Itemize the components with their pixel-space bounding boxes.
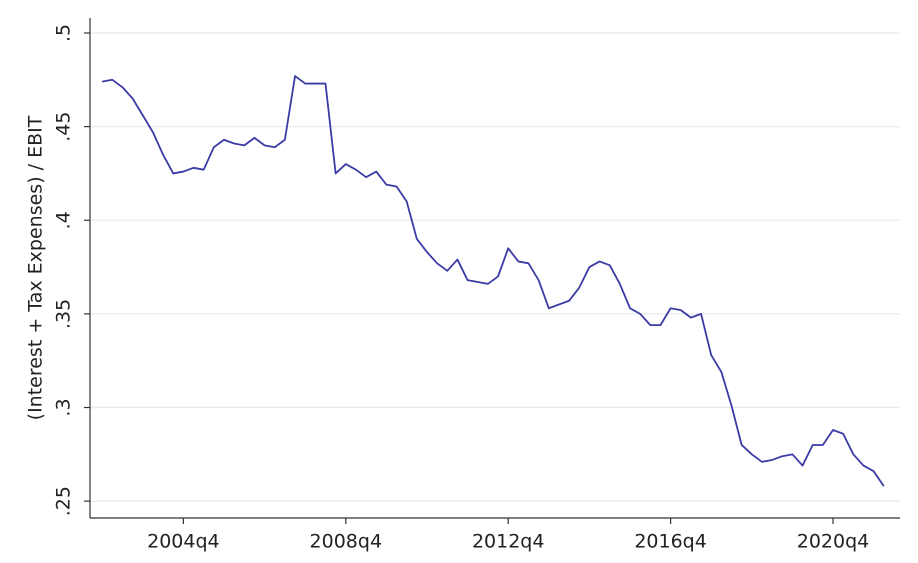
y-tick-label: .4 [53, 211, 75, 229]
line [102, 75, 885, 487]
y-tick-label: .35 [53, 299, 75, 329]
y-tick-label: .45 [53, 112, 75, 142]
x-tick-label: 2004q4 [147, 531, 220, 553]
y-tick-label: .3 [53, 398, 75, 416]
x-tick-label: 2012q4 [472, 531, 545, 553]
x-tick-label: 2008q4 [310, 531, 383, 553]
x-tick-label: 2020q4 [797, 531, 870, 553]
y-tick-label: .5 [53, 24, 75, 42]
y-axis-label: (Interest + Tax Expenses) / EBIT [25, 115, 47, 420]
y-tick-label: .25 [53, 486, 75, 516]
x-tick-label: 2016q4 [634, 531, 707, 553]
